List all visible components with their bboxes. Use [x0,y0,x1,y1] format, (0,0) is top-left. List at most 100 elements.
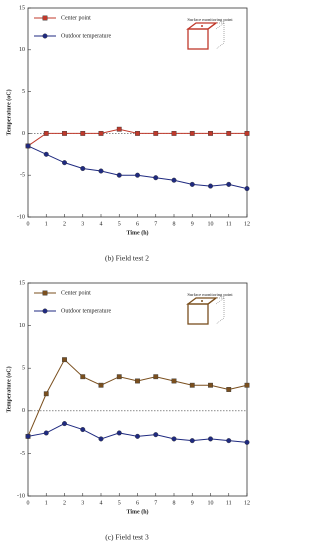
marker [153,130,159,136]
marker [135,378,140,384]
y-tick-label: -10 [17,493,25,499]
marker [171,177,177,183]
y-tick-label: 10 [19,47,25,53]
box-edge [207,297,217,305]
x-tick-label: 5 [118,500,121,506]
marker [80,130,86,136]
y-axis-label: Temperature (oC) [5,366,12,412]
x-tick-label: 3 [81,221,84,227]
marker [226,438,232,444]
marker [208,382,213,388]
y-axis-label: Temperature (oC) [5,89,12,135]
y-tick-label: 5 [22,89,25,95]
y-tick-label: 5 [22,366,25,372]
y-tick-label: -10 [17,214,25,220]
marker [135,130,140,136]
x-tick-label: 8 [173,500,176,506]
marker [116,126,122,132]
x-tick-label: 7 [154,500,157,506]
marker [43,151,49,157]
marker [171,378,177,384]
marker [25,143,31,149]
marker [153,175,159,181]
x-tick-label: 11 [226,221,232,227]
marker [207,436,213,442]
series-line [27,145,248,190]
legend-label: Outdoor temperature [61,33,111,39]
marker [171,130,177,136]
marker [244,186,250,192]
x-axis-label: Time (h) [126,508,148,515]
x-tick-label: 5 [118,221,121,227]
marker [62,357,67,363]
x-tick-label: 0 [27,221,30,227]
monitor-point [201,300,203,302]
x-tick-label: 0 [27,500,30,506]
box-front [187,303,209,325]
x-tick-label: 6 [136,500,139,506]
x-tick-label: 10 [208,500,214,506]
y-tick-label: 10 [19,323,25,329]
marker [208,130,213,136]
x-tick-label: 6 [136,221,139,227]
plot-frame [27,282,248,497]
marker [25,433,31,439]
legend-label: Center point [61,15,91,21]
box-front [187,28,209,50]
marker [244,130,250,136]
x-tick-label: 12 [244,221,250,227]
marker [62,130,67,136]
marker [189,130,195,136]
caption: (c) Field test 3 [105,533,149,542]
x-tick-label: 2 [63,500,66,506]
x-tick-label: 4 [100,221,103,227]
y-tick-label: -5 [20,451,25,457]
marker [226,181,232,187]
x-tick-label: 9 [191,500,194,506]
marker [98,436,104,442]
x-tick-label: 12 [244,500,250,506]
x-tick-label: 1 [45,221,48,227]
y-tick-label: 15 [19,5,25,11]
marker [80,166,86,172]
marker [98,382,104,388]
marker [116,172,122,178]
box-dashed [214,22,225,50]
x-tick-label: 7 [154,221,157,227]
inset-icon: Surface monitoring point [186,292,233,325]
series-line [27,358,248,437]
marker [189,181,195,187]
marker [62,421,68,427]
x-tick-label: 10 [208,221,214,227]
marker [116,430,122,436]
marker [62,160,68,166]
legend-label: Center point [61,290,91,296]
y-tick-label: -5 [20,173,25,179]
y-tick-label: 0 [22,408,25,414]
caption: (b) Field test 2 [105,254,149,263]
marker [43,430,49,436]
marker [226,387,232,392]
marker [98,168,104,174]
marker [171,436,177,442]
y-tick-label: 0 [22,131,25,137]
box-dashed [214,297,225,325]
marker [43,391,49,397]
inset-icon: Surface monitoring point [186,17,233,50]
marker [134,433,140,439]
y-tick-label: 15 [19,280,25,286]
marker [153,432,159,438]
marker [244,439,250,445]
marker [80,374,86,380]
marker [43,130,49,136]
marker [134,172,140,178]
legend-marker [42,290,48,296]
marker [153,374,159,380]
series-line [27,423,248,443]
marker [116,374,122,380]
legend-marker [42,33,48,39]
inset-label: Surface monitoring point [187,17,233,22]
x-tick-label: 9 [191,221,194,227]
legend-marker [42,308,48,314]
